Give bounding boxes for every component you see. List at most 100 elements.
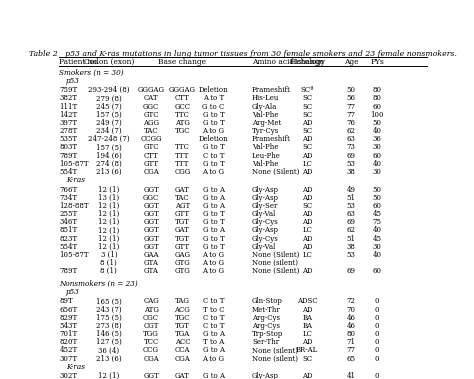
Text: GTG: GTG [174, 259, 190, 267]
Text: CGC: CGC [143, 314, 159, 322]
Text: Histology: Histology [289, 58, 325, 66]
Text: GGT: GGT [143, 226, 159, 235]
Text: 734T: 734T [59, 194, 77, 202]
Text: GGT: GGT [143, 243, 159, 251]
Text: SCª: SCª [301, 86, 314, 94]
Text: 63: 63 [347, 210, 356, 218]
Text: 12 (1): 12 (1) [98, 235, 119, 243]
Text: 302T: 302T [59, 372, 77, 379]
Text: 175 (5): 175 (5) [96, 314, 122, 322]
Text: 105-87T: 105-87T [59, 251, 89, 259]
Text: 554T: 554T [59, 168, 78, 176]
Text: 543T: 543T [59, 322, 77, 330]
Text: TGT: TGT [175, 218, 190, 226]
Text: 80: 80 [373, 94, 382, 102]
Text: A to G: A to G [202, 168, 225, 176]
Text: AGG: AGG [143, 119, 159, 127]
Text: CTT: CTT [175, 94, 190, 102]
Text: 0: 0 [375, 322, 379, 330]
Text: 80: 80 [347, 330, 356, 338]
Text: 789T: 789T [59, 152, 78, 160]
Text: C to T: C to T [203, 152, 224, 160]
Text: TTT: TTT [175, 152, 190, 160]
Text: A to G: A to G [202, 259, 225, 267]
Text: 40: 40 [373, 251, 382, 259]
Text: 60: 60 [373, 267, 382, 275]
Text: None (silent): None (silent) [252, 355, 298, 363]
Text: Gly-Val: Gly-Val [252, 210, 276, 218]
Text: 213 (6): 213 (6) [96, 168, 122, 176]
Text: TTC: TTC [175, 143, 190, 151]
Text: Arg-Cys: Arg-Cys [252, 322, 280, 330]
Text: Amino acid change: Amino acid change [252, 58, 324, 66]
Text: 12 (1): 12 (1) [98, 243, 119, 251]
Text: GAT: GAT [175, 372, 190, 379]
Text: 245 (7): 245 (7) [96, 103, 122, 111]
Text: BA: BA [302, 314, 312, 322]
Text: 8 (1): 8 (1) [100, 267, 117, 275]
Text: 307T: 307T [59, 355, 77, 363]
Text: 656T: 656T [59, 305, 78, 313]
Text: GTT: GTT [175, 210, 190, 218]
Text: 75: 75 [373, 218, 382, 226]
Text: 111T: 111T [59, 103, 78, 111]
Text: AGT: AGT [175, 202, 190, 210]
Text: TTC: TTC [175, 111, 190, 119]
Text: 38: 38 [347, 243, 356, 251]
Text: 60: 60 [373, 152, 382, 160]
Text: 53: 53 [347, 251, 356, 259]
Text: 829T: 829T [59, 314, 78, 322]
Text: Gly-Val: Gly-Val [252, 243, 276, 251]
Text: 346T: 346T [59, 218, 77, 226]
Text: 77: 77 [347, 103, 356, 111]
Text: CCGG: CCGG [140, 135, 162, 143]
Text: 157 (5): 157 (5) [96, 143, 122, 151]
Text: 41: 41 [347, 372, 356, 379]
Text: GTA: GTA [144, 267, 158, 275]
Text: GGGAG: GGGAG [169, 86, 196, 94]
Text: GGT: GGT [143, 186, 159, 194]
Text: 70: 70 [347, 305, 356, 313]
Text: 60: 60 [373, 202, 382, 210]
Text: 247-248 (7): 247-248 (7) [88, 135, 130, 143]
Text: 51: 51 [347, 235, 356, 243]
Text: Frameshift: Frameshift [252, 86, 291, 94]
Text: 12 (1): 12 (1) [98, 186, 119, 194]
Text: None (Silent): None (Silent) [252, 251, 300, 259]
Text: None (silent): None (silent) [252, 259, 298, 267]
Text: G to A: G to A [202, 186, 225, 194]
Text: CAT: CAT [144, 94, 158, 102]
Text: TAC: TAC [175, 194, 190, 202]
Text: 36 (4): 36 (4) [98, 346, 119, 354]
Text: 50: 50 [347, 86, 356, 94]
Text: 45: 45 [373, 210, 382, 218]
Text: TCC: TCC [144, 338, 159, 346]
Text: Deletion: Deletion [199, 135, 228, 143]
Text: 274 (8): 274 (8) [96, 160, 122, 168]
Text: 851T: 851T [59, 226, 78, 235]
Text: 3 (1): 3 (1) [100, 251, 117, 259]
Text: AD: AD [302, 267, 312, 275]
Text: Val-Phe: Val-Phe [252, 111, 279, 119]
Text: GAA: GAA [143, 251, 159, 259]
Text: Gly-Asp: Gly-Asp [252, 186, 279, 194]
Text: AD: AD [302, 218, 312, 226]
Text: 273 (8): 273 (8) [96, 322, 122, 330]
Text: ATG: ATG [175, 119, 190, 127]
Text: 12 (1): 12 (1) [98, 210, 119, 218]
Text: TGT: TGT [175, 235, 190, 243]
Text: 105-87T: 105-87T [59, 160, 89, 168]
Text: 77: 77 [347, 346, 356, 354]
Text: 234 (7): 234 (7) [96, 127, 122, 135]
Text: AD: AD [302, 338, 312, 346]
Text: 38: 38 [347, 168, 356, 176]
Text: GTA: GTA [144, 259, 158, 267]
Text: G to T: G to T [203, 235, 224, 243]
Text: Val-Phe: Val-Phe [252, 160, 279, 168]
Text: 0: 0 [375, 372, 379, 379]
Text: GCC: GCC [174, 103, 191, 111]
Text: G to A: G to A [202, 202, 225, 210]
Text: 452T: 452T [59, 346, 78, 354]
Text: K-ras: K-ras [66, 363, 85, 371]
Text: 62: 62 [347, 127, 356, 135]
